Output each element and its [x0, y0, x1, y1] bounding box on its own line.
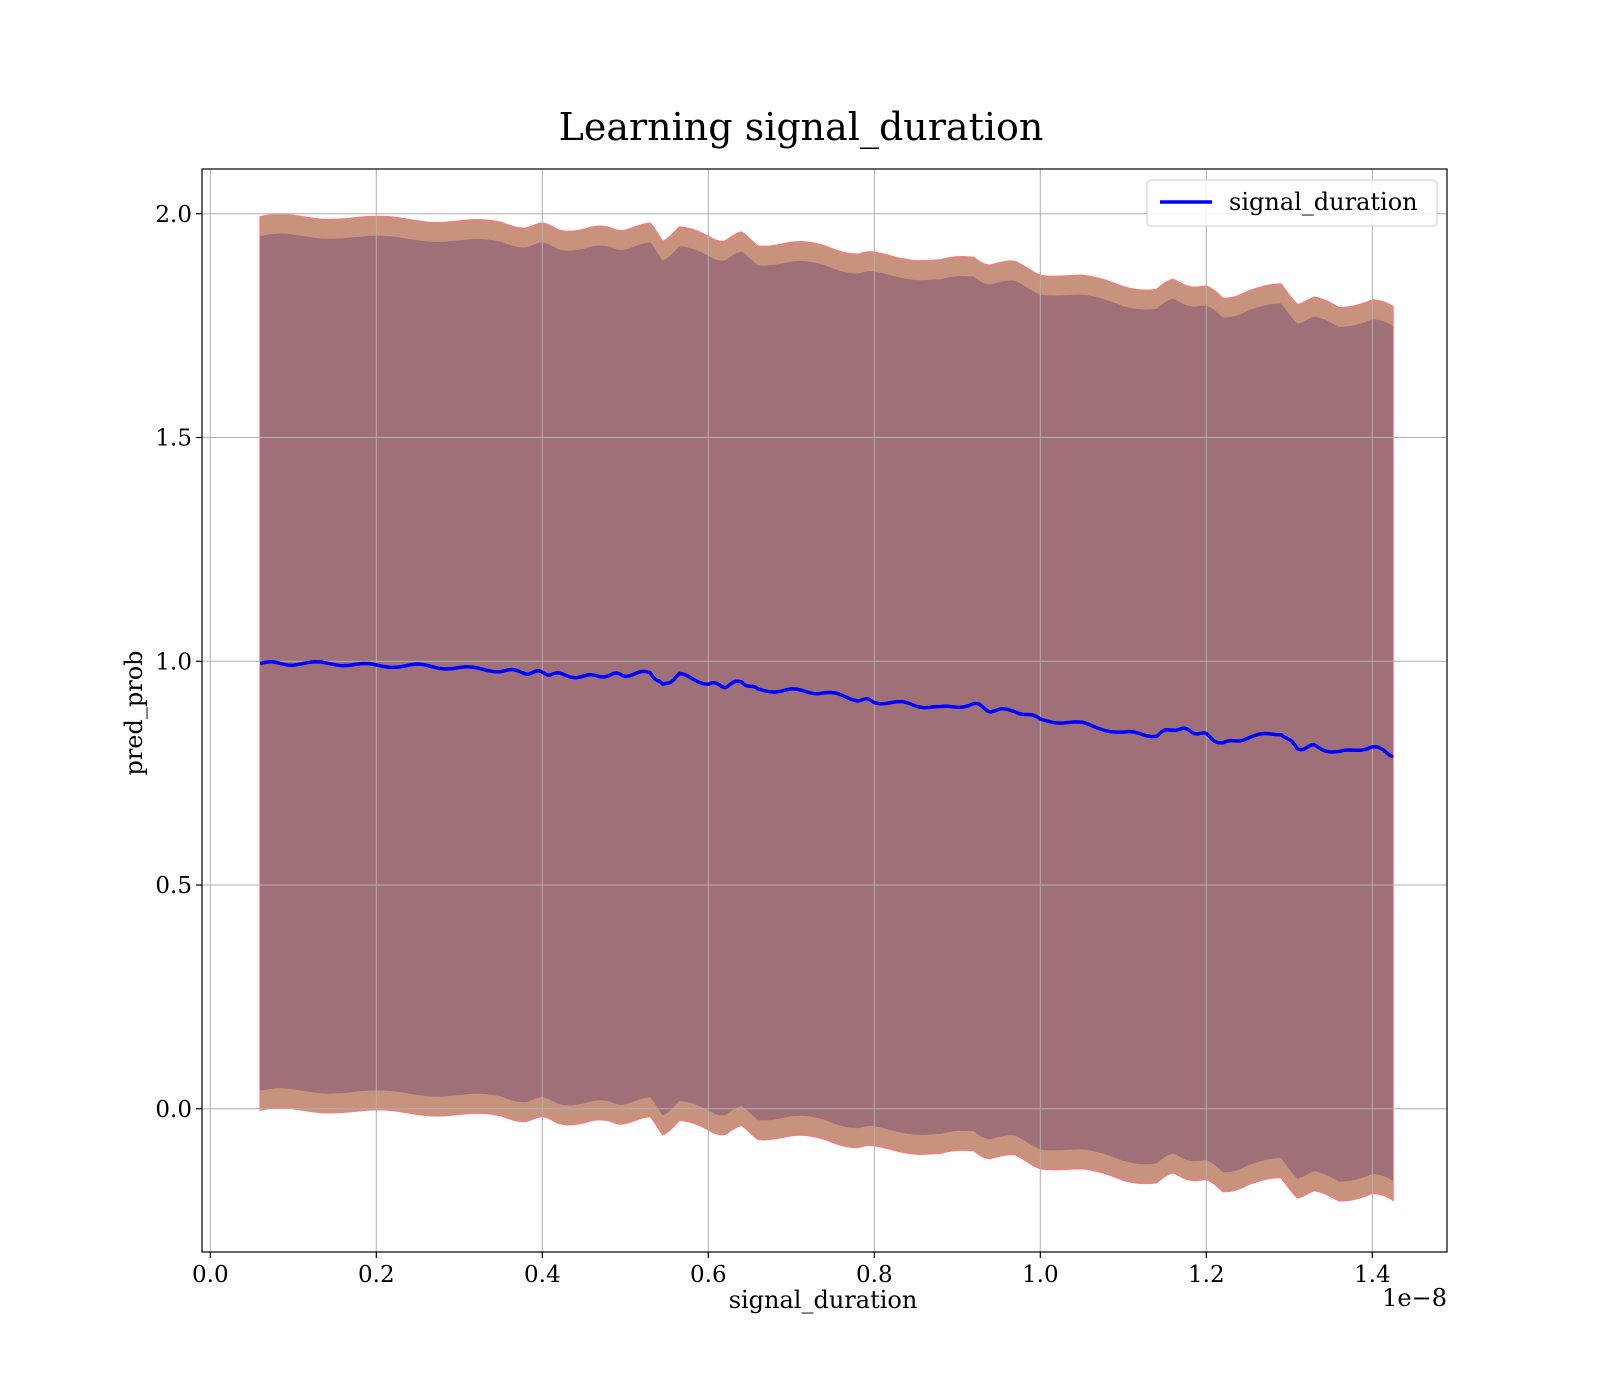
legend: signal_duration	[1146, 179, 1438, 227]
y-axis-label: pred_prob	[120, 650, 148, 775]
y-tick-label: 0.5	[155, 873, 192, 899]
x-axis-ticks: 0.0 0.2 0.4 0.6 0.8 1.0 1.2 1.4	[192, 1252, 1391, 1288]
y-tick-label: 2.0	[155, 202, 192, 228]
x-tick-label: 0.0	[192, 1262, 229, 1288]
legend-box	[1146, 179, 1438, 227]
x-tick-label: 1.2	[1188, 1262, 1225, 1288]
series-line-signal-duration	[259, 659, 1394, 759]
x-tick-label: 0.2	[358, 1262, 395, 1288]
y-tick-label: 1.0	[155, 649, 192, 675]
inner-confidence-band	[260, 233, 1394, 1182]
y-tick-label: 0.0	[155, 1097, 192, 1123]
x-axis-offset-text: 1e−8	[1382, 1284, 1447, 1312]
y-axis-ticks: 0.0 0.5 1.0 1.5 2.0	[155, 202, 202, 1123]
x-tick-label: 1.0	[1022, 1262, 1059, 1288]
chart-title: Learning signal_duration	[559, 105, 1044, 150]
x-tick-label: 0.8	[856, 1262, 893, 1288]
axes-frame	[201, 168, 1448, 1253]
x-tick-label: 1.4	[1354, 1262, 1391, 1288]
legend-label: signal_duration	[1229, 188, 1418, 216]
y-tick-label: 1.5	[155, 426, 192, 452]
x-tick-label: 0.4	[524, 1262, 561, 1288]
x-tick-label: 0.6	[690, 1262, 727, 1288]
x-axis-label: signal_duration	[729, 1286, 918, 1314]
plot-area	[201, 168, 1448, 1253]
